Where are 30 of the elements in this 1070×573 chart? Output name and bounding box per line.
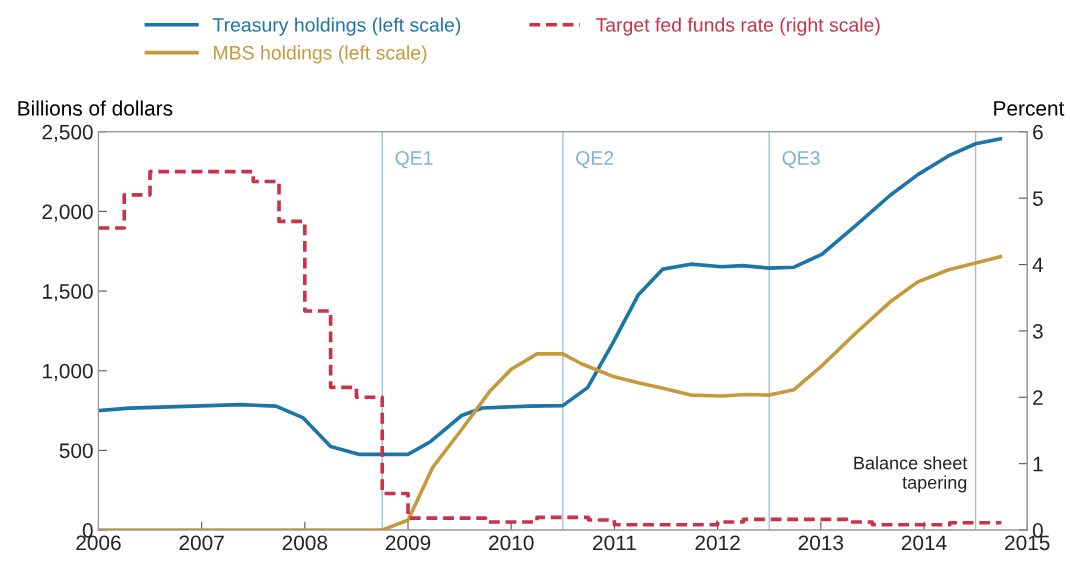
legend-label: Target fed funds rate (right scale) xyxy=(595,17,880,36)
ref-line-label: QE1 xyxy=(395,151,433,169)
y2-tick-label: 4 xyxy=(1032,257,1044,273)
x-tick-label: 2008 xyxy=(282,535,328,551)
line-series xyxy=(98,136,1003,457)
y2-tick-label: 2 xyxy=(1033,390,1043,405)
y2-tick-label: 3 xyxy=(1032,323,1043,339)
ref-line-label: QE2 xyxy=(576,151,614,169)
x-tick-label: 2010 xyxy=(489,535,534,551)
line-series xyxy=(98,254,1003,531)
ref-line-label: QE3 xyxy=(782,151,820,169)
x-tick-label: 2011 xyxy=(593,535,636,551)
y2-tick-label: 6 xyxy=(1033,124,1043,140)
y2-tick-label: 5 xyxy=(1032,191,1043,206)
y-tick-label: 1,500 xyxy=(43,284,93,302)
x-tick-label: 2013 xyxy=(798,535,844,551)
y-tick-label: 1,000 xyxy=(43,363,93,381)
legend-label: Treasury holdings (left scale) xyxy=(212,17,461,36)
y-tick-label: 2,000 xyxy=(42,204,93,222)
x-tick-label: 2014 xyxy=(901,535,947,551)
y-tick-label: 2,500 xyxy=(42,124,93,142)
y2-axis-title: Percent xyxy=(994,101,1065,116)
y-tick-label: 500 xyxy=(59,443,93,459)
legend-label: MBS holdings (left scale) xyxy=(214,45,427,64)
y2-tick-label: 1 xyxy=(1033,456,1043,472)
ref-line-label: Balance sheet tapering xyxy=(854,456,968,493)
x-tick-label: 2012 xyxy=(695,535,740,551)
y-axis-title: Billions of dollars xyxy=(18,100,173,116)
x-tick-label: 2007 xyxy=(179,535,224,551)
x-tick-label: 2009 xyxy=(385,535,431,551)
